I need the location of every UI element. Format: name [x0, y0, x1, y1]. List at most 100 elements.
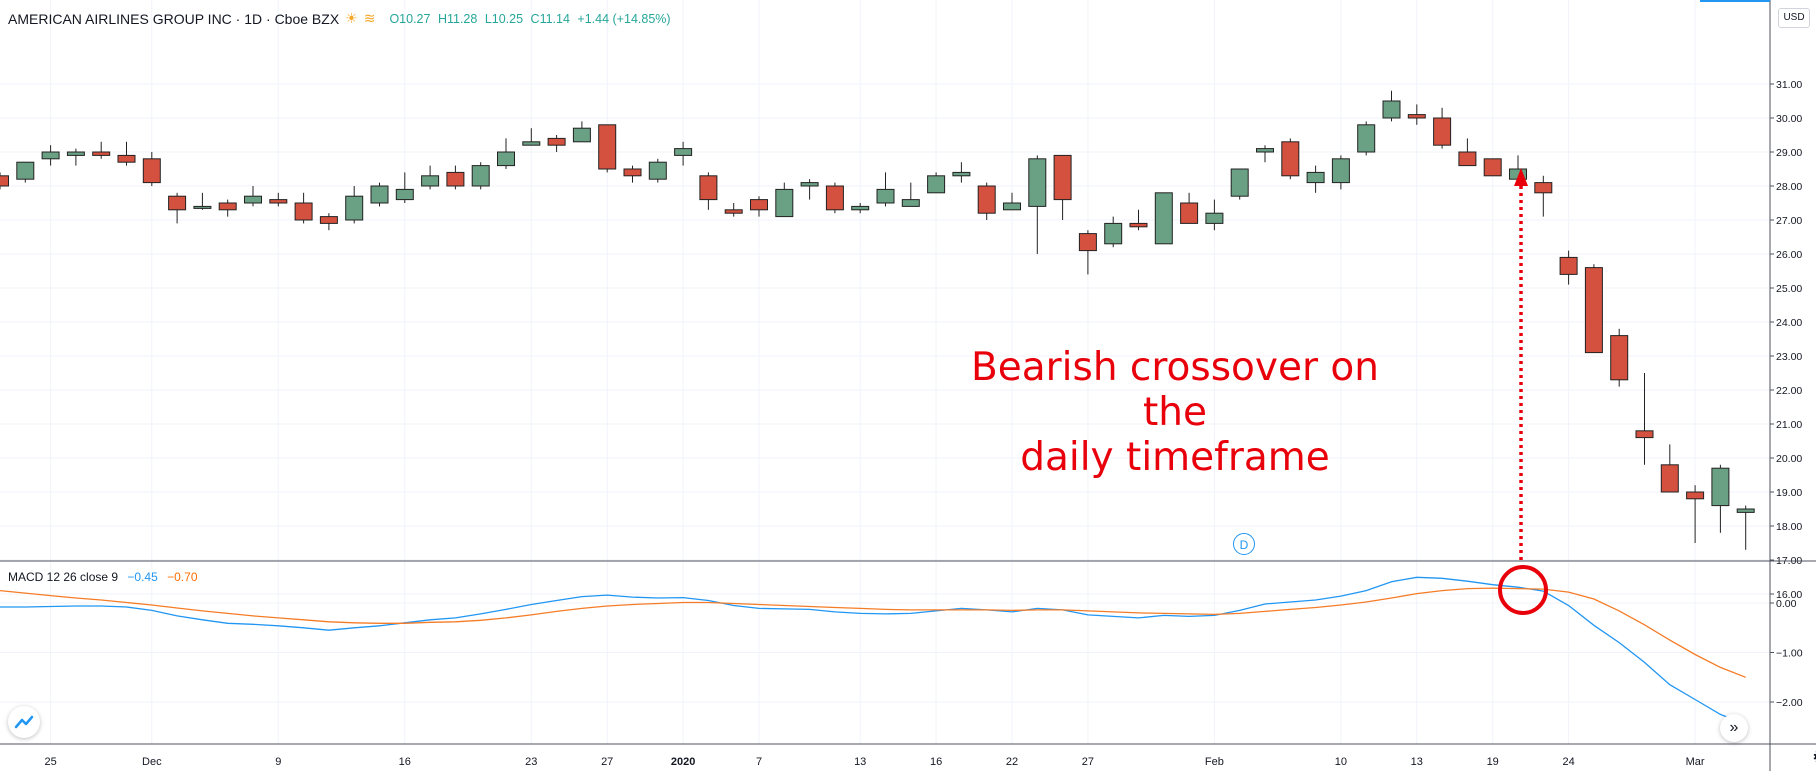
candle-body [623, 168, 642, 177]
time-tick-label: 23 [525, 756, 537, 768]
candle-body [1028, 158, 1047, 207]
candle [724, 203, 743, 217]
candle-body [41, 151, 60, 160]
ohlc-readout: O10.27 H11.28 L10.25 C11.14 +1.44 (+14.8… [389, 12, 674, 26]
candle [16, 161, 35, 183]
annotation-arrowhead [1514, 168, 1528, 186]
candle [345, 186, 364, 224]
waves-icon: ≋ [363, 10, 376, 26]
candle-body [901, 199, 920, 207]
price-tick-label: 26.00 [1776, 249, 1802, 261]
candle-body [674, 148, 693, 156]
candle-body [92, 151, 111, 156]
candle [674, 141, 693, 166]
dividend-marker[interactable]: D [1233, 533, 1255, 555]
price-tick-label: 24.00 [1776, 317, 1802, 329]
candle [1078, 230, 1097, 275]
candle-body [1129, 222, 1148, 228]
candle [421, 165, 440, 190]
price-tick-label: 18.00 [1776, 521, 1802, 533]
candle [750, 196, 768, 217]
signal-value: −0.70 [167, 570, 198, 584]
candle [193, 192, 212, 210]
candle-body [1230, 168, 1249, 197]
candle-body [471, 165, 490, 187]
candle-body [1711, 467, 1730, 507]
candle-body [446, 171, 465, 187]
candle-body [497, 151, 515, 167]
candle-body [952, 171, 971, 177]
low-value: L10.25 [484, 11, 524, 26]
candle-body [1610, 335, 1629, 381]
candle-body [825, 185, 844, 211]
candle-body [1331, 158, 1350, 184]
tradingview-logo-icon[interactable] [8, 706, 40, 738]
time-tick-label: 27 [601, 756, 613, 768]
candle [1458, 138, 1477, 167]
candle [1433, 107, 1452, 149]
candle-body [168, 195, 187, 211]
candle [851, 203, 870, 214]
candle-body [142, 158, 161, 184]
macd-title[interactable]: MACD 12 26 close 9 [8, 570, 119, 584]
candle-body [244, 195, 262, 204]
candle-body [1357, 124, 1376, 153]
annotation-line-2: daily timeframe [1020, 435, 1330, 480]
candle-body [1534, 182, 1553, 194]
candle [1154, 192, 1173, 245]
candle-body [1559, 256, 1578, 275]
candle [1736, 505, 1755, 550]
scroll-to-latest-icon[interactable]: » [1720, 714, 1748, 742]
candle [1559, 250, 1578, 285]
candle-body [66, 151, 85, 156]
candle-body [1660, 464, 1679, 493]
candle [1306, 165, 1325, 193]
candle [370, 182, 389, 207]
candle-body [1154, 192, 1173, 245]
candle [800, 179, 819, 200]
candle-body [294, 202, 313, 221]
candle [142, 152, 161, 186]
currency-button[interactable]: USD [1778, 8, 1810, 28]
candle [623, 165, 642, 183]
candle [1028, 155, 1047, 254]
candle-body [1458, 151, 1477, 167]
candle-body [1483, 158, 1502, 177]
candle [1357, 121, 1376, 156]
symbol-title[interactable]: AMERICAN AIRLINES GROUP INC · 1D · Cboe … [8, 10, 340, 27]
annotation-text: Bearish crossover on the daily timeframe [960, 345, 1390, 480]
candle [572, 121, 591, 143]
candle-body [1003, 202, 1021, 211]
time-tick-label: 27 [1082, 756, 1094, 768]
time-tick-label: 24 [1562, 756, 1574, 768]
signal-line [0, 587, 1746, 678]
candle [598, 124, 617, 173]
candle [117, 141, 136, 166]
candle [269, 192, 288, 207]
price-tick-label: 20.00 [1776, 453, 1802, 465]
candle-body [977, 185, 996, 214]
price-tick-label: 28.00 [1776, 181, 1802, 193]
time-tick-label: 25 [44, 756, 56, 768]
grid-lines [0, 0, 1770, 744]
candle-body [1686, 491, 1705, 500]
candle-body [699, 175, 718, 201]
candle [1534, 175, 1553, 217]
open-value: O10.27 [389, 11, 431, 26]
high-value: H11.28 [437, 11, 478, 26]
macd-tick-label: 0.00 [1776, 598, 1797, 610]
candle-body [1635, 430, 1654, 439]
annotation-marks [1498, 168, 1548, 615]
gear-icon[interactable]: ⚙ [1812, 748, 1816, 766]
symbol-legend: AMERICAN AIRLINES GROUP INC · 1D · Cboe … [8, 10, 675, 27]
time-tick-label: 22 [1006, 756, 1018, 768]
close-value: C11.14 [530, 11, 570, 26]
candle-body [117, 154, 136, 163]
candle [1205, 199, 1224, 231]
time-tick-label: 16 [930, 756, 942, 768]
candle-body [547, 137, 566, 146]
candle [1180, 192, 1199, 224]
crossover-circle [1498, 565, 1548, 615]
macd-legend: MACD 12 26 close 9 −0.45 −0.70 [8, 570, 198, 584]
